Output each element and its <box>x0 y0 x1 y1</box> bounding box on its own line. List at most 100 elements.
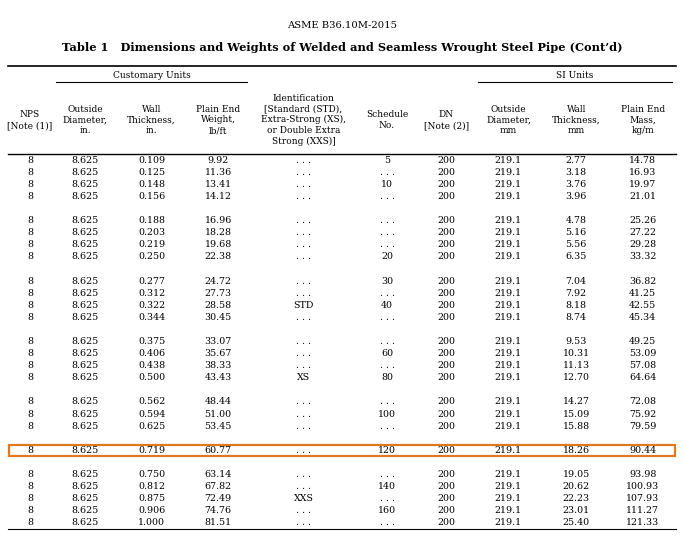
Text: 8.625: 8.625 <box>72 252 98 262</box>
Text: 8.625: 8.625 <box>72 506 98 516</box>
Text: . . .: . . . <box>296 192 311 201</box>
Text: STD: STD <box>293 301 314 310</box>
Text: Plain End
Mass,
kg/m: Plain End Mass, kg/m <box>620 105 665 135</box>
Text: 10.31: 10.31 <box>563 349 590 358</box>
Text: 219.1: 219.1 <box>495 410 522 418</box>
Text: 8: 8 <box>27 252 33 262</box>
Text: 8: 8 <box>27 397 33 407</box>
Text: 200: 200 <box>437 277 456 286</box>
Text: 8.625: 8.625 <box>72 494 98 503</box>
Text: 219.1: 219.1 <box>495 349 522 358</box>
Text: 8.625: 8.625 <box>72 313 98 322</box>
Text: Plain End
Weight,
lb/ft: Plain End Weight, lb/ft <box>196 105 240 135</box>
Text: 8.74: 8.74 <box>566 313 587 322</box>
Text: 10: 10 <box>381 180 393 188</box>
Text: . . .: . . . <box>296 313 311 322</box>
Text: 15.88: 15.88 <box>563 422 590 431</box>
Text: 0.500: 0.500 <box>138 373 166 382</box>
Text: 219.1: 219.1 <box>495 252 522 262</box>
Text: 8: 8 <box>27 192 33 201</box>
Text: NPS
[Note (1)]: NPS [Note (1)] <box>8 110 53 130</box>
Text: XS: XS <box>297 373 310 382</box>
Text: 67.82: 67.82 <box>205 482 232 491</box>
Text: 140: 140 <box>378 482 396 491</box>
Text: 0.375: 0.375 <box>138 337 166 346</box>
Text: 8.625: 8.625 <box>72 288 98 297</box>
Text: 160: 160 <box>378 506 396 516</box>
Text: 200: 200 <box>437 228 456 237</box>
Text: 42.55: 42.55 <box>629 301 657 310</box>
Text: . . .: . . . <box>380 518 395 527</box>
Text: . . .: . . . <box>296 446 311 455</box>
Text: 5: 5 <box>384 156 390 164</box>
Text: 8.625: 8.625 <box>72 192 98 201</box>
Text: 8.625: 8.625 <box>72 470 98 479</box>
Text: 4.78: 4.78 <box>566 216 587 225</box>
Text: 8: 8 <box>27 349 33 358</box>
Text: 18.26: 18.26 <box>563 446 590 455</box>
Text: . . .: . . . <box>296 361 311 370</box>
Text: 8: 8 <box>27 410 33 418</box>
Text: 8: 8 <box>27 168 33 177</box>
Text: 0.148: 0.148 <box>138 180 165 188</box>
Text: 8.625: 8.625 <box>72 349 98 358</box>
Text: 3.76: 3.76 <box>566 180 587 188</box>
Text: 2.77: 2.77 <box>566 156 587 164</box>
Text: Outside
Diameter,
in.: Outside Diameter, in. <box>63 105 107 135</box>
Text: 90.44: 90.44 <box>629 446 656 455</box>
Text: . . .: . . . <box>380 168 395 177</box>
Text: DN
[Note (2)]: DN [Note (2)] <box>423 110 469 130</box>
Text: 8: 8 <box>27 373 33 382</box>
Text: 200: 200 <box>437 373 456 382</box>
Text: Wall
Thickness,
in.: Wall Thickness, in. <box>127 105 176 135</box>
Text: 0.125: 0.125 <box>138 168 166 177</box>
Text: 53.45: 53.45 <box>205 422 232 431</box>
Text: 8: 8 <box>27 288 33 297</box>
Text: 8.625: 8.625 <box>72 240 98 249</box>
Text: . . .: . . . <box>296 470 311 479</box>
Text: . . .: . . . <box>296 240 311 249</box>
Text: . . .: . . . <box>296 288 311 297</box>
Text: . . .: . . . <box>296 422 311 431</box>
Text: 200: 200 <box>437 349 456 358</box>
Text: 3.96: 3.96 <box>566 192 587 201</box>
Text: 11.13: 11.13 <box>563 361 590 370</box>
Text: 45.34: 45.34 <box>629 313 657 322</box>
Text: 27.73: 27.73 <box>205 288 232 297</box>
Text: 200: 200 <box>437 446 456 455</box>
Text: 8.625: 8.625 <box>72 156 98 164</box>
Text: 8: 8 <box>27 313 33 322</box>
Text: 200: 200 <box>437 216 456 225</box>
Text: . . .: . . . <box>296 518 311 527</box>
Text: 0.322: 0.322 <box>138 301 166 310</box>
Text: 8: 8 <box>27 482 33 491</box>
Text: SI Units: SI Units <box>556 71 594 81</box>
Text: 200: 200 <box>437 361 456 370</box>
Text: . . .: . . . <box>380 313 395 322</box>
Text: . . .: . . . <box>296 337 311 346</box>
Text: 219.1: 219.1 <box>495 288 522 297</box>
Text: 30.45: 30.45 <box>205 313 232 322</box>
Text: 121.33: 121.33 <box>626 518 659 527</box>
Text: 79.59: 79.59 <box>629 422 657 431</box>
Text: 0.406: 0.406 <box>138 349 166 358</box>
Text: 16.96: 16.96 <box>205 216 232 225</box>
Text: 8.625: 8.625 <box>72 216 98 225</box>
Text: 0.906: 0.906 <box>138 506 166 516</box>
Text: 43.43: 43.43 <box>205 373 232 382</box>
Text: . . .: . . . <box>380 288 395 297</box>
Text: 0.344: 0.344 <box>138 313 166 322</box>
Text: 21.01: 21.01 <box>629 192 656 201</box>
FancyBboxPatch shape <box>9 445 675 456</box>
Text: 219.1: 219.1 <box>495 156 522 164</box>
Text: 219.1: 219.1 <box>495 301 522 310</box>
Text: . . .: . . . <box>296 168 311 177</box>
Text: 25.26: 25.26 <box>629 216 657 225</box>
Text: 72.49: 72.49 <box>205 494 232 503</box>
Text: 19.97: 19.97 <box>629 180 657 188</box>
Text: Schedule
No.: Schedule No. <box>366 110 408 130</box>
Text: 8: 8 <box>27 240 33 249</box>
Text: 49.25: 49.25 <box>629 337 657 346</box>
Text: 75.92: 75.92 <box>629 410 657 418</box>
Text: . . .: . . . <box>380 470 395 479</box>
